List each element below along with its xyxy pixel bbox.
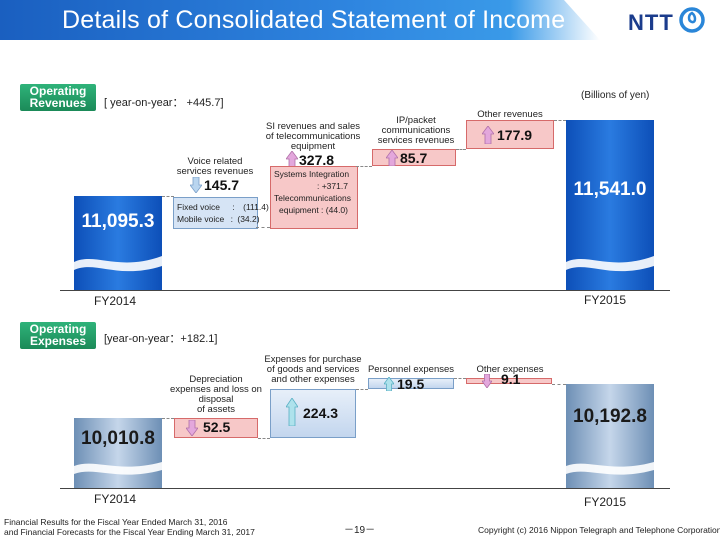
fixed-voice-sep: : [232,202,235,212]
expenses-fy2014-value: 10,010.8 [81,428,155,449]
dep-label-line3: disposal [198,394,234,405]
purchase-label-line1: Expenses for purchase [264,354,362,365]
page-number: －19－ [344,525,376,536]
mobile-voice-label: Mobile voice [177,214,225,224]
si-label-line2: of telecommunications [265,131,361,142]
revenue-connector-4 [456,149,466,150]
expenses-fy2014-label: FY2014 [94,492,137,506]
other-revenues-bar [466,120,554,149]
arrow-up-icon [286,151,298,167]
personnel-value: 19.5 [397,376,425,392]
revenue-connector-2 [256,227,270,228]
arrow-up-icon [386,150,398,166]
arrow-down-icon [190,177,202,193]
other-revenues-value: 177.9 [497,127,533,143]
purchase-label: Expenses for purchase of goods and servi… [262,355,364,385]
ip-label-line2: communications [381,125,451,136]
revenue-connector-3 [356,166,372,167]
si-sub-line3: Telecommunications [274,193,352,203]
personnel-bar [368,378,454,389]
expenses-badge: Operating Expenses [20,322,96,349]
dep-label-line4: of assets [196,404,236,415]
voice-value: 145.7 [204,177,240,193]
revenue-badge-line2: Revenues [29,96,87,110]
copyright: Copyright (c) 2016 Nippon Telegraph and … [478,525,720,535]
voice-sub-fixed: Fixed voice : (111.4) [174,201,269,213]
other-revenues-label: Other revenues [477,109,543,120]
purchase-value: 224.3 [303,405,339,421]
dep-label-line1: Depreciation [189,374,243,385]
si-breakdown-box: Systems Integration : +371.7 Telecommuni… [270,166,358,229]
voice-breakdown-box: Fixed voice : (111.4) Mobile voice : (34… [173,197,269,229]
fixed-voice-label: Fixed voice [177,202,220,212]
expenses-badge-line2: Expenses [29,334,87,348]
revenue-badge: Operating Revenues [20,84,96,111]
footer-left-line2: and Financial Forecasts for the Fiscal Y… [4,527,255,537]
si-label: SI revenues and sales of telecommunicati… [262,122,364,152]
expenses-badge-line1: Operating [29,322,87,336]
ntt-logo-text: NTT [628,10,674,35]
unit-label: (Billions of yen) [581,90,650,101]
revenue-badge-line1: Operating [29,84,87,98]
expenses-yoy: [year-on-year：+182.1] [104,333,218,345]
revenue-fy2015-bar [566,120,654,290]
si-label-line1: SI revenues and sales [265,121,360,132]
dep-label: Depreciation expenses and loss on dispos… [166,375,266,415]
si-label-line3: equipment [290,141,336,152]
mobile-voice-value: (34.2) [237,214,260,224]
other-expenses-label: Other expenses [476,364,544,375]
voice-label: Voice related services revenues [170,157,260,177]
revenue-yoy: [ year-on-year： +445.7] [104,97,224,109]
revenue-axis [60,290,670,291]
arrow-down-icon [482,374,492,388]
purchase-label-line2: of goods and services [266,364,360,375]
expenses-fy2015-bar [566,384,654,488]
fixed-voice-value: (111.4) [243,202,269,212]
dep-label-line2: expenses and loss on [170,384,262,395]
expenses-connector-1 [162,418,174,419]
revenue-fy2015-label: FY2015 [584,293,627,307]
arrow-up-icon [384,377,394,391]
expenses-axis [60,488,670,489]
si-value: 327.8 [299,152,335,168]
expenses-connector-4 [454,378,466,379]
purchase-label-line3: and other expenses [271,374,355,385]
expenses-connector-2 [258,438,270,439]
footer-left-line1: Financial Results for the Fiscal Year En… [4,517,228,527]
arrow-up-icon [286,398,298,426]
revenue-fy2015-value: 11,541.0 [573,179,647,200]
ntt-logo-icon [679,7,705,33]
arrow-down-icon [186,420,198,436]
other-expenses-value: 9.1 [501,371,521,387]
title-banner [0,0,600,40]
voice-sub-mobile: Mobile voice : (34.2) [174,213,260,225]
page-title: Details of Consolidated Statement of Inc… [62,6,566,34]
ip-label-line1: IP/packet [396,115,436,126]
voice-label-line1: Voice related [187,156,243,167]
mobile-voice-sep: : [230,214,233,224]
arrow-up-icon [482,126,494,144]
si-sub-line4: equipment : (44.0) [279,205,348,215]
revenue-connector-5 [554,120,566,121]
ip-value: 85.7 [400,150,428,166]
ip-label-line3: services revenues [377,135,455,146]
si-sub-line2: : +371.7 [317,181,348,191]
revenue-fy2014-value: 11,095.3 [81,211,155,232]
expenses-connector-5 [552,384,566,385]
expenses-connector-3 [356,389,368,390]
personnel-label: Personnel expenses [367,364,455,375]
revenue-fy2014-label: FY2014 [94,294,137,308]
si-sub-line1: Systems Integration [274,169,350,179]
dep-value: 52.5 [203,419,231,435]
revenue-fy2014-bar [74,196,162,290]
expenses-fy2015-value: 10,192.8 [573,406,647,427]
ip-label: IP/packet communications services revenu… [374,116,458,146]
voice-label-line2: services revenues [176,166,254,177]
revenue-connector-1 [162,196,174,197]
purchase-bar [270,389,356,438]
other-expenses-bar [466,378,552,384]
expenses-fy2014-bar [74,418,162,488]
expenses-fy2015-label: FY2015 [584,495,627,509]
